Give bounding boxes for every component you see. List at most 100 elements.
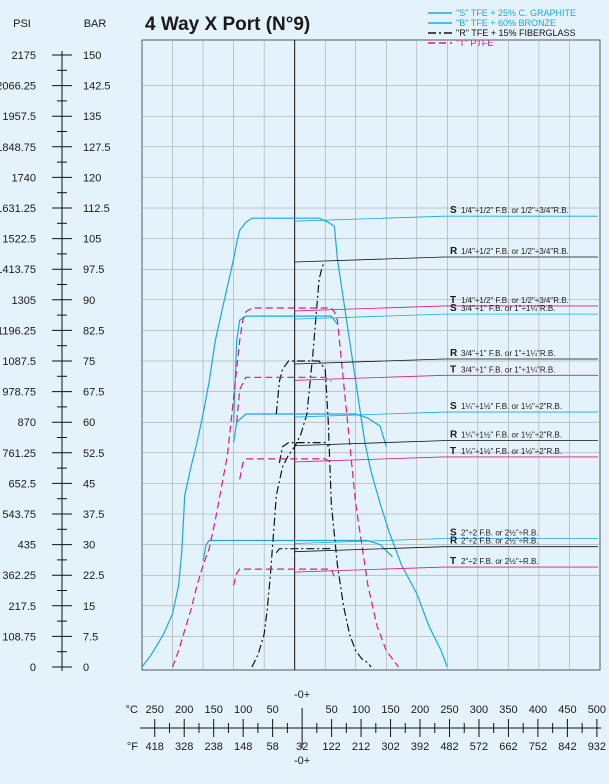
fahrenheit-tick-label: 482 (440, 741, 458, 753)
bar-tick-label: 7.5 (83, 631, 98, 643)
annotation-letter: T (450, 364, 456, 375)
bar-tick-label: 142.5 (83, 81, 111, 93)
psi-tick-label: 0 (30, 662, 36, 674)
celsius-tick-label: 50 (325, 704, 337, 716)
fahrenheit-tick-label: 328 (175, 741, 193, 753)
bar-tick-label: 112.5 (83, 203, 110, 215)
fahrenheit-unit-label: °F (127, 741, 138, 753)
psi-tick-label: 1305 (12, 295, 36, 307)
series-line (141, 217, 448, 668)
bar-tick-label: 15 (83, 601, 95, 613)
legend-label: "S" TFE + 25% C. GRAPHITE (456, 8, 576, 18)
annotation-letter: S (450, 303, 457, 314)
fahrenheit-tick-label: 148 (234, 741, 252, 753)
annotation-leader (294, 256, 445, 263)
annotation-leader (294, 374, 445, 381)
psi-tick-label: 1196.25 (0, 325, 36, 337)
plot-frame (141, 39, 601, 671)
fahrenheit-tick-label: 752 (529, 741, 547, 753)
annotation-label: 1/4"÷1/2" F.B. or 1/2"÷3/4"R.B. (461, 206, 569, 215)
pressure-axis: 0 0 108.75 7.5 217.5 15 362.25 22.5 435 30 543.75 3… (0, 50, 111, 674)
annotation-leader (294, 313, 445, 320)
bar-tick-label: 0 (83, 662, 89, 674)
psi-tick-label: 2066.25 (0, 81, 36, 93)
chart-title: 4 Way X Port (N°9) (145, 14, 310, 35)
annotation-label: 3/4"÷1" F.B. or 1"÷1¼"R.B. (461, 304, 555, 313)
series-line (233, 315, 338, 423)
fahrenheit-tick-label: 932 (588, 741, 606, 753)
psi-tick-label: 870 (18, 417, 36, 429)
plot-grid (141, 39, 601, 671)
annotation-leader (294, 538, 445, 544)
psi-tick-label: 2175 (12, 50, 36, 62)
annotation-letter: S (450, 401, 457, 412)
fahrenheit-tick-label: 572 (470, 741, 488, 753)
temperature-axis: 250 418 200 328 150 238 100 148 50 58 32 50 122 100 21… (126, 689, 606, 767)
celsius-tick-label: 450 (558, 704, 576, 716)
annotation-letter: T (450, 295, 456, 306)
celsius-tick-label: 150 (205, 704, 223, 716)
zero-marker-label-bottom: -0+ (294, 755, 310, 767)
celsius-tick-label: 400 (529, 704, 547, 716)
fahrenheit-tick-label: 32 (296, 741, 308, 753)
annotation-label: 1¼"÷1½" F.B. or 1½"÷2"R.B. (461, 431, 562, 440)
annotation-label: 1¼"÷1½" F.B. or 1½"÷2"R.B. (461, 447, 562, 456)
bar-tick-label: 150 (83, 50, 101, 62)
celsius-tick-label: 100 (234, 704, 252, 716)
annotation-letter: T (450, 446, 456, 457)
bar-tick-label: 75 (83, 356, 95, 368)
annotation-label: 1¼"÷1½" F.B. or 1½"÷2"R.B. (461, 402, 562, 411)
psi-tick-label: 1413.75 (0, 264, 36, 276)
annotation-letter: R (450, 246, 458, 257)
psi-axis-header: PSI (13, 18, 31, 30)
annotation-leader (294, 411, 445, 418)
bar-tick-label: 67.5 (83, 387, 104, 399)
annotation-label: 2"÷2 F.B. or 2½"÷R.B. (461, 537, 539, 546)
annotation-leader (294, 566, 445, 573)
celsius-tick-label: 100 (352, 704, 370, 716)
annotation-letter: R (450, 536, 458, 547)
legend-label: "T" PTFE (456, 38, 493, 48)
annotation-letter: T (450, 556, 456, 567)
celsius-unit-label: °C (126, 704, 138, 716)
fahrenheit-tick-label: 58 (267, 741, 279, 753)
celsius-tick-label: 350 (499, 704, 517, 716)
psi-tick-label: 761.25 (2, 448, 36, 460)
annotation-layer: S 1/4"÷1/2" F.B. or 1/2"÷3/4"R.B. R 1/4"÷1/… (294, 205, 598, 573)
annotation-leader (294, 456, 445, 463)
series-line (251, 262, 325, 668)
fahrenheit-tick-label: 392 (411, 741, 429, 753)
annotation-letter: S (450, 205, 457, 216)
annotation-leader (294, 305, 445, 312)
psi-tick-label: 978.75 (2, 387, 36, 399)
celsius-tick-label: 500 (588, 704, 606, 716)
series-line (202, 539, 393, 562)
legend: "S" TFE + 25% C. GRAPHITE"B" TFE + 60% B… (428, 8, 576, 48)
bar-tick-label: 90 (83, 295, 95, 307)
psi-tick-label: 1740 (12, 172, 36, 184)
psi-tick-label: 217.5 (8, 601, 36, 613)
annotation-label: 3/4"÷1" F.B. or 1"÷1¼"R.B. (461, 365, 555, 374)
series-line (275, 548, 332, 554)
fahrenheit-tick-label: 418 (146, 741, 164, 753)
psi-tick-label: 1631.25 (0, 203, 36, 215)
fahrenheit-tick-label: 302 (381, 741, 399, 753)
series-line (171, 307, 399, 668)
annotation-label: 2"÷2 F.B. or 2½"÷R.B. (461, 529, 539, 538)
fahrenheit-tick-label: 212 (352, 741, 370, 753)
psi-tick-label: 1522.5 (2, 234, 36, 246)
annotation-leader (294, 440, 445, 446)
celsius-tick-label: 300 (470, 704, 488, 716)
annotation-label: 2"÷2 F.B. or 2½"÷R.B. (461, 557, 539, 566)
psi-tick-label: 1957.5 (2, 111, 36, 123)
bar-tick-label: 82.5 (83, 325, 104, 337)
zero-marker-label-top: -0+ (294, 689, 310, 701)
psi-tick-label: 435 (18, 540, 36, 552)
annotation-leader (294, 358, 445, 365)
bar-tick-label: 135 (83, 111, 101, 123)
series-line (278, 442, 329, 464)
annotation-label: 1/4"÷1/2" F.B. or 1/2"÷3/4"R.B. (461, 296, 569, 305)
legend-label: "B" TFE + 60% BRONZE (456, 18, 556, 28)
celsius-tick-label: 200 (175, 704, 193, 716)
